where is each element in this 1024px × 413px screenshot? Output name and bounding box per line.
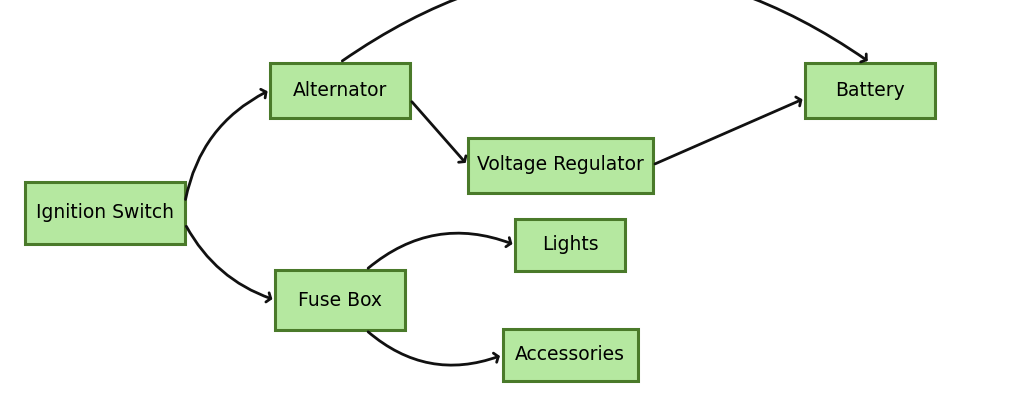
Text: Lights: Lights [542,235,598,254]
Text: Alternator: Alternator [293,81,387,100]
Text: Voltage Regulator: Voltage Regulator [476,156,643,175]
FancyBboxPatch shape [25,182,185,244]
Text: Fuse Box: Fuse Box [298,290,382,309]
FancyBboxPatch shape [270,62,410,118]
Text: Ignition Switch: Ignition Switch [36,204,174,223]
FancyBboxPatch shape [503,329,638,381]
Text: Accessories: Accessories [515,346,625,365]
FancyBboxPatch shape [805,62,935,118]
FancyBboxPatch shape [515,219,625,271]
Text: Battery: Battery [836,81,905,100]
FancyBboxPatch shape [275,270,406,330]
FancyBboxPatch shape [468,138,652,192]
